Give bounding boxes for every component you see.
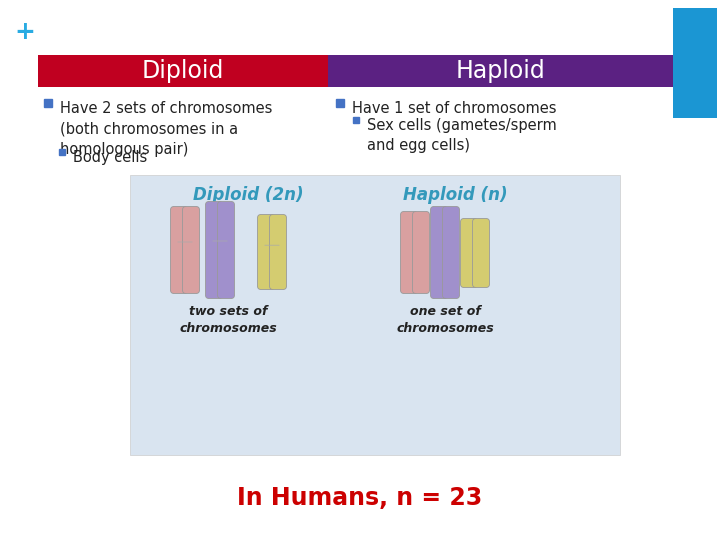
FancyBboxPatch shape bbox=[182, 206, 199, 294]
FancyBboxPatch shape bbox=[443, 206, 459, 299]
FancyBboxPatch shape bbox=[171, 206, 187, 294]
Text: Sex cells (gametes/sperm
and egg cells): Sex cells (gametes/sperm and egg cells) bbox=[367, 118, 557, 153]
Text: Haploid (n): Haploid (n) bbox=[402, 186, 508, 204]
FancyBboxPatch shape bbox=[400, 212, 418, 294]
Text: In Humans, n = 23: In Humans, n = 23 bbox=[238, 486, 482, 510]
Bar bbox=[673, 8, 717, 118]
Text: Diploid (2n): Diploid (2n) bbox=[193, 186, 303, 204]
FancyBboxPatch shape bbox=[431, 206, 448, 299]
Text: Diploid: Diploid bbox=[142, 59, 224, 83]
FancyBboxPatch shape bbox=[472, 219, 490, 287]
FancyBboxPatch shape bbox=[413, 212, 430, 294]
Text: two sets of
chromosomes: two sets of chromosomes bbox=[179, 305, 277, 335]
Text: one set of
chromosomes: one set of chromosomes bbox=[396, 305, 494, 335]
Text: Have 2 sets of chromosomes
(both chromosomes in a
homologous pair): Have 2 sets of chromosomes (both chromos… bbox=[60, 101, 272, 157]
Text: Have 1 set of chromosomes: Have 1 set of chromosomes bbox=[352, 101, 557, 116]
Bar bbox=[38, 55, 328, 87]
Bar bbox=[328, 55, 673, 87]
FancyBboxPatch shape bbox=[205, 201, 222, 299]
FancyBboxPatch shape bbox=[258, 214, 274, 289]
Bar bbox=[130, 175, 620, 455]
Text: Haploid: Haploid bbox=[455, 59, 545, 83]
FancyBboxPatch shape bbox=[461, 219, 477, 287]
FancyBboxPatch shape bbox=[269, 214, 287, 289]
Text: Body cells: Body cells bbox=[73, 150, 148, 165]
Text: +: + bbox=[14, 20, 35, 44]
FancyBboxPatch shape bbox=[217, 201, 235, 299]
